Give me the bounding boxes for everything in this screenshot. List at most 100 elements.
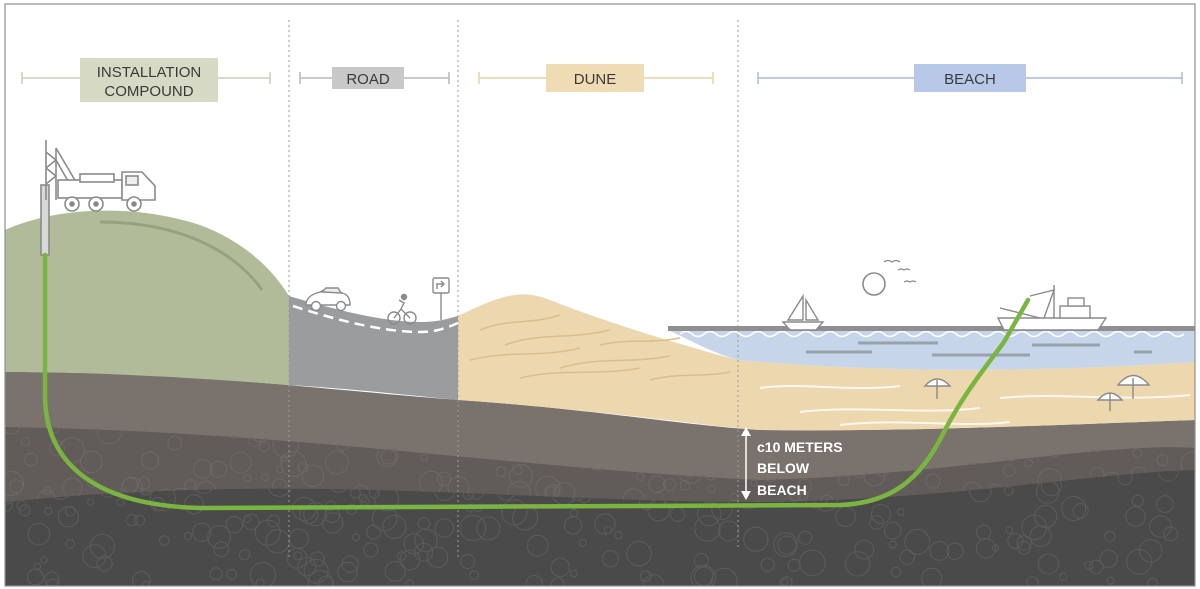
zone-label-installation: INSTALLATION bbox=[97, 64, 201, 81]
hill-ridge-shadow bbox=[99, 220, 264, 291]
pebble bbox=[883, 521, 902, 540]
pebble bbox=[325, 450, 349, 475]
pebble bbox=[1125, 506, 1146, 527]
zone-header-installation-compound: INSTALLATION COMPOUND bbox=[21, 58, 271, 102]
pebble bbox=[193, 459, 213, 479]
pebble bbox=[303, 558, 329, 584]
pebble bbox=[1156, 495, 1174, 513]
pebble bbox=[293, 551, 303, 561]
drilling-rig-truck-icon bbox=[40, 140, 156, 256]
depth-label-line-1: c10 METERS bbox=[757, 439, 843, 455]
pebble bbox=[405, 579, 415, 586]
pebble bbox=[526, 534, 549, 557]
pebble bbox=[1147, 577, 1158, 586]
pebble bbox=[307, 570, 333, 586]
pebble bbox=[207, 525, 232, 549]
pebble bbox=[648, 475, 666, 494]
pebble bbox=[403, 533, 425, 555]
pebble bbox=[368, 487, 380, 499]
sea-wave-crests bbox=[679, 330, 1185, 338]
pebble bbox=[509, 463, 533, 488]
pebble bbox=[642, 574, 665, 586]
pebble bbox=[636, 472, 645, 481]
pebble bbox=[363, 542, 379, 558]
pebble bbox=[1017, 540, 1031, 555]
pebble bbox=[192, 522, 212, 542]
beach-umbrella-icon bbox=[1116, 374, 1151, 399]
pebble bbox=[854, 539, 875, 560]
zone-header-beach: BEACH bbox=[757, 64, 1183, 92]
pebble bbox=[209, 460, 228, 478]
depth-label-line-2: BELOW bbox=[757, 460, 810, 476]
top-soil-layer bbox=[5, 372, 1195, 480]
pebble bbox=[436, 471, 452, 486]
zone-header-road: ROAD bbox=[299, 67, 450, 89]
pebble bbox=[159, 535, 170, 546]
pebble bbox=[501, 499, 528, 526]
pebble bbox=[789, 489, 802, 502]
pebble bbox=[781, 576, 793, 586]
road-sign-icon bbox=[432, 277, 450, 320]
pebble bbox=[837, 474, 850, 487]
pebble bbox=[1104, 530, 1116, 542]
pebble bbox=[134, 514, 146, 526]
pebble bbox=[318, 575, 335, 586]
pebble bbox=[888, 540, 897, 549]
pebble bbox=[743, 526, 769, 552]
pebble bbox=[229, 451, 252, 474]
pebble bbox=[570, 569, 578, 578]
pebble bbox=[553, 482, 576, 502]
zone-label-road: ROAD bbox=[346, 71, 390, 88]
beach-umbrella-icon bbox=[923, 378, 952, 399]
pebble bbox=[694, 515, 721, 542]
pebble bbox=[384, 560, 406, 582]
pebble bbox=[26, 568, 44, 586]
pebble bbox=[594, 513, 616, 535]
depth-indicator bbox=[741, 427, 751, 500]
pebble bbox=[697, 501, 722, 527]
pebble bbox=[87, 498, 95, 506]
pebble bbox=[19, 504, 31, 517]
pebble bbox=[750, 479, 758, 487]
pebble bbox=[261, 473, 269, 482]
pebble bbox=[44, 506, 53, 516]
sea-current-lines bbox=[806, 341, 1152, 357]
pebble bbox=[5, 470, 24, 496]
pebble bbox=[1061, 496, 1087, 521]
pebble bbox=[301, 464, 325, 487]
pebble bbox=[96, 555, 113, 572]
pebble bbox=[1058, 572, 1068, 581]
pebble bbox=[1038, 553, 1059, 575]
diagram-frame bbox=[4, 3, 1196, 587]
pebble bbox=[397, 551, 407, 561]
pebble bbox=[626, 540, 652, 567]
pebble bbox=[254, 519, 281, 546]
pebble bbox=[116, 498, 125, 507]
beach-umbrella-icon bbox=[1096, 392, 1124, 411]
pebble bbox=[352, 533, 361, 542]
pebble bbox=[869, 515, 884, 530]
pebble bbox=[1029, 525, 1052, 547]
pebble bbox=[495, 466, 507, 478]
pebble bbox=[507, 481, 531, 502]
sun-icon bbox=[862, 272, 886, 296]
pebble bbox=[297, 461, 309, 473]
pebble bbox=[420, 453, 429, 462]
pebble bbox=[141, 451, 160, 470]
pebble bbox=[276, 465, 284, 474]
pebble bbox=[1005, 526, 1014, 534]
pebble bbox=[845, 551, 871, 577]
pebble bbox=[183, 531, 193, 541]
pebble bbox=[925, 473, 941, 489]
pebble bbox=[1106, 576, 1115, 585]
pebble bbox=[1131, 494, 1144, 507]
pebble bbox=[946, 542, 964, 560]
pebble bbox=[167, 435, 183, 451]
pebble bbox=[434, 518, 455, 538]
pebble bbox=[929, 541, 950, 561]
pebble bbox=[239, 549, 251, 561]
pebble bbox=[243, 474, 252, 483]
beach-umbrella-icons bbox=[923, 374, 1151, 411]
drill-cable-path bbox=[42, 252, 1031, 511]
